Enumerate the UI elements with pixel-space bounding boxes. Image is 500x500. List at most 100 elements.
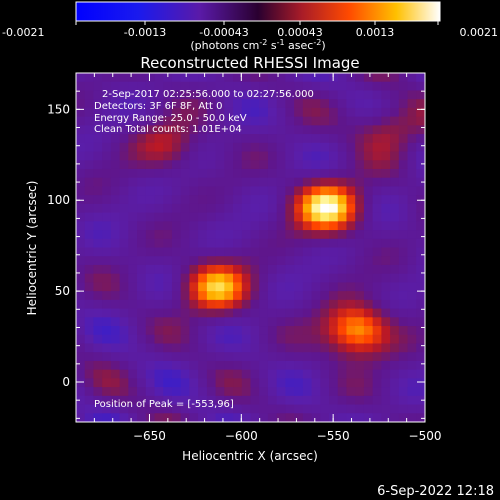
heatmap-cell [224,186,234,196]
heatmap-cell [407,73,417,83]
heatmap-cell [329,291,339,301]
heatmap-cell [337,360,348,371]
heatmap-cell [259,404,269,414]
heatmap-cell [215,203,225,214]
heatmap-cell [320,299,330,310]
heatmap-cell [198,317,208,327]
heatmap-cell [180,360,191,371]
heatmap-cell [233,186,243,196]
heatmap-cell [320,125,330,135]
heatmap-cell [294,230,304,240]
heatmap-cell [76,387,86,397]
heatmap-cell [407,308,417,318]
heatmap-cell [398,73,409,83]
heatmap-cell [363,81,374,92]
heatmap-cell [206,221,217,231]
heatmap-cell [267,142,278,153]
heatmap-cell [302,387,313,397]
heatmap-cell [337,230,348,240]
heatmap-cell [189,221,199,231]
heatmap-cell [163,247,173,257]
heatmap-cell [198,212,208,222]
heatmap-cell [145,273,156,283]
heatmap-cell [241,221,252,231]
colorbar-ticks: -0.0021 -0.0013 -0.00043 0.00043 0.0013 0.002… [2,21,498,39]
heatmap-cell [311,134,321,144]
heatmap-cell [198,264,208,275]
heatmap-cell [381,360,391,371]
heatmap-cell [250,413,260,422]
heatmap-cell [171,73,182,83]
heatmap-cell [407,203,417,214]
heatmap-cell [329,273,339,283]
heatmap-cell [110,273,121,283]
heatmap-cell [154,334,164,345]
heatmap-cell [241,352,252,362]
heatmap-cell [294,299,304,310]
heatmap-cell [76,142,86,153]
heatmap-cell [416,125,425,135]
heatmap-cell [346,116,356,126]
heatmap-cell [224,203,234,214]
heatmap-cell [259,264,269,275]
heatmap-cell [259,238,269,249]
heatmap-cell [180,230,191,240]
heatmap-cell [137,273,147,283]
heatmap-cell [320,264,330,275]
heatmap-cell [233,247,243,257]
heatmap-cell [355,238,365,249]
heatmap-cell [381,413,391,422]
heatmap-cell [390,230,400,240]
heatmap-cell [407,299,417,310]
heatmap-cell [390,177,400,188]
heatmap-cell [84,99,95,109]
heatmap-cell [93,378,103,388]
heatmap-cell [163,160,173,170]
heatmap-cell [276,134,286,144]
heatmap-cell [180,142,191,153]
heatmap-cell [381,291,391,301]
heatmap-cell [241,116,252,126]
heatmap-cell [381,352,391,362]
heatmap-cell [276,168,286,179]
heatmap-cell [372,317,382,327]
heatmap-cell [416,360,425,371]
heatmap-cell [398,282,409,292]
heatmap-cell [329,160,339,170]
heatmap-cell [84,291,95,301]
heatmap-cell [137,99,147,109]
heatmap-cell [294,99,304,109]
heatmap-cell [390,352,400,362]
heatmap-cell [198,308,208,318]
heatmap-cell [398,212,409,222]
heatmap-cell [346,230,356,240]
heatmap-cell [110,413,121,422]
heatmap-cell [276,142,286,153]
heatmap-cell [372,352,382,362]
heatmap-cell [84,343,95,353]
heatmap-cell [381,221,391,231]
heatmap-cell [102,387,112,397]
heatmap-cell [363,334,374,345]
heatmap-cell [215,282,225,292]
heatmap-cell [407,273,417,283]
heatmap-cell [137,256,147,266]
heatmap-cell [329,212,339,222]
heatmap-cell [76,291,86,301]
heatmap-cell [128,134,138,144]
colorbar-unit-label: (photons cm-2 s-1 asec-2) [190,38,325,52]
heatmap-cell [276,378,286,388]
heatmap-cell [329,221,339,231]
heatmap-cell [346,299,356,310]
heatmap-cell [110,142,121,153]
heatmap-cell [337,387,348,397]
heatmap-cell [302,195,313,205]
heatmap-cell [363,177,374,188]
chart-title: Reconstructed RHESSI Image [140,54,359,72]
heatmap-cell [337,186,348,196]
heatmap-cell [355,203,365,214]
heatmap-cell [241,326,252,336]
heatmap-cell [276,151,286,161]
heatmap-cell [145,317,156,327]
heatmap-cell [84,308,95,318]
